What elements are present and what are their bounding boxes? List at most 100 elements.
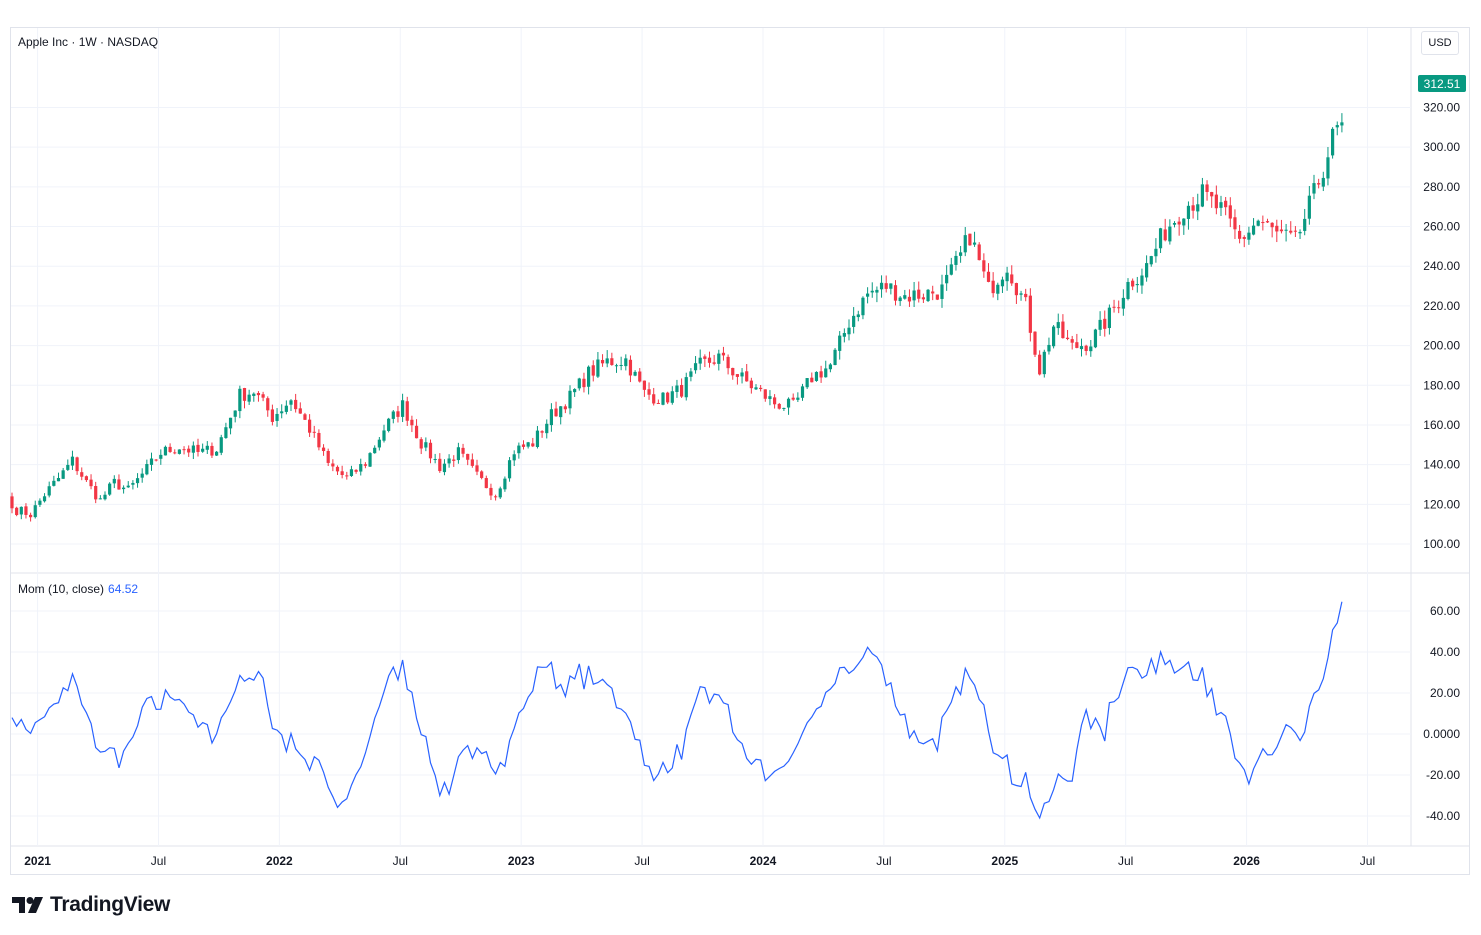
- candle-down: [75, 457, 79, 472]
- candle-up: [391, 411, 395, 419]
- momentum-label: Mom (10, close): [18, 582, 105, 596]
- candle-up: [866, 293, 870, 297]
- candle-down: [405, 401, 409, 421]
- candle-up: [1247, 232, 1251, 240]
- candle-down: [1270, 222, 1274, 228]
- candle-down: [642, 380, 646, 390]
- time-tick-label: 2022: [266, 854, 293, 868]
- candle-down: [261, 394, 265, 398]
- candle-down: [335, 466, 340, 472]
- candle-up: [568, 390, 572, 409]
- axes: 320.00 300.00 280.00 260.00 240.00 220.00 200.…: [24, 101, 1460, 869]
- time-tick-label: 2026: [1233, 854, 1260, 868]
- candle-up: [447, 458, 451, 464]
- candle-down: [489, 487, 493, 496]
- candle-down: [1261, 222, 1265, 224]
- price-tick-label: 160.00: [1423, 418, 1460, 432]
- candle-up: [163, 446, 168, 456]
- candle-up: [373, 447, 377, 454]
- candle-down: [317, 432, 321, 448]
- candle-up: [814, 371, 819, 381]
- candle-down: [1228, 205, 1232, 219]
- candle-up: [33, 505, 37, 518]
- candle-down: [10, 496, 14, 509]
- candle-down: [554, 408, 558, 417]
- candle-down: [1224, 200, 1228, 208]
- candle-up: [112, 478, 116, 484]
- candle-up: [1107, 307, 1111, 329]
- candle-down: [312, 431, 316, 433]
- candle-up: [456, 447, 460, 461]
- candle-down: [582, 378, 586, 388]
- candle-down: [521, 444, 526, 447]
- candle-down: [1317, 183, 1321, 185]
- momentum-tick-label: 40.00: [1430, 645, 1460, 659]
- candle-up: [1340, 122, 1344, 126]
- candle-up: [1335, 125, 1339, 128]
- time-tick-label: Jul: [393, 854, 408, 868]
- candle-down: [303, 414, 307, 420]
- candle-down: [345, 475, 349, 477]
- candle-up: [963, 235, 967, 253]
- candle-up: [526, 442, 530, 447]
- candle-down: [15, 507, 19, 516]
- candle-down: [1033, 331, 1037, 355]
- candle-up: [47, 486, 51, 496]
- candle-up: [108, 483, 112, 495]
- time-tick-label: 2023: [508, 854, 535, 868]
- candle-up: [42, 496, 47, 502]
- candle-down: [326, 450, 330, 463]
- candle-down: [1075, 342, 1079, 348]
- tradingview-logo[interactable]: TradingView: [12, 893, 170, 917]
- candle-up: [842, 333, 846, 337]
- candle-down: [80, 472, 84, 477]
- candle-up: [1251, 225, 1256, 235]
- candle-down: [1010, 274, 1014, 284]
- candle-up: [205, 445, 209, 450]
- candle-up: [280, 411, 284, 414]
- candle-down: [196, 444, 200, 452]
- candle-up: [1135, 284, 1139, 286]
- candle-up: [1056, 322, 1060, 329]
- candle-up: [289, 400, 293, 405]
- candle-up: [224, 427, 228, 438]
- candle-down: [1289, 230, 1293, 233]
- price-tick-label: 180.00: [1423, 378, 1460, 392]
- candle-down: [610, 358, 614, 365]
- candle-down: [977, 244, 981, 261]
- candle-down: [763, 389, 767, 399]
- candle-down: [791, 397, 795, 400]
- candle-up: [233, 410, 237, 417]
- time-tick-label: Jul: [151, 854, 166, 868]
- candle-down: [935, 294, 939, 300]
- candle-down: [168, 446, 172, 452]
- candle-up: [382, 430, 386, 441]
- candle-down: [266, 398, 270, 411]
- candle-down: [470, 459, 474, 466]
- candle-up: [796, 397, 800, 400]
- candle-down: [1210, 192, 1214, 197]
- candle-up: [800, 386, 805, 398]
- candle-down: [628, 359, 633, 376]
- candle-down: [354, 469, 358, 472]
- currency-button[interactable]: USD: [1421, 31, 1459, 55]
- candle-down: [1238, 230, 1242, 239]
- candle-up: [945, 274, 949, 284]
- time-tick-label: 2025: [991, 854, 1018, 868]
- time-tick-label: Jul: [634, 854, 649, 868]
- candle-up: [1000, 279, 1005, 287]
- candle-up: [219, 437, 223, 453]
- candle-up: [70, 456, 75, 466]
- candle-down: [656, 402, 660, 404]
- candle-down: [745, 371, 749, 382]
- candle-down: [968, 233, 972, 246]
- candle-up: [140, 473, 144, 478]
- candle-up: [1307, 195, 1311, 219]
- candle-up: [517, 445, 521, 454]
- candle-down: [921, 297, 925, 300]
- candle-up: [1005, 272, 1009, 282]
- candle-down: [773, 397, 777, 405]
- candle-up: [98, 498, 102, 500]
- candle-up: [1098, 319, 1102, 330]
